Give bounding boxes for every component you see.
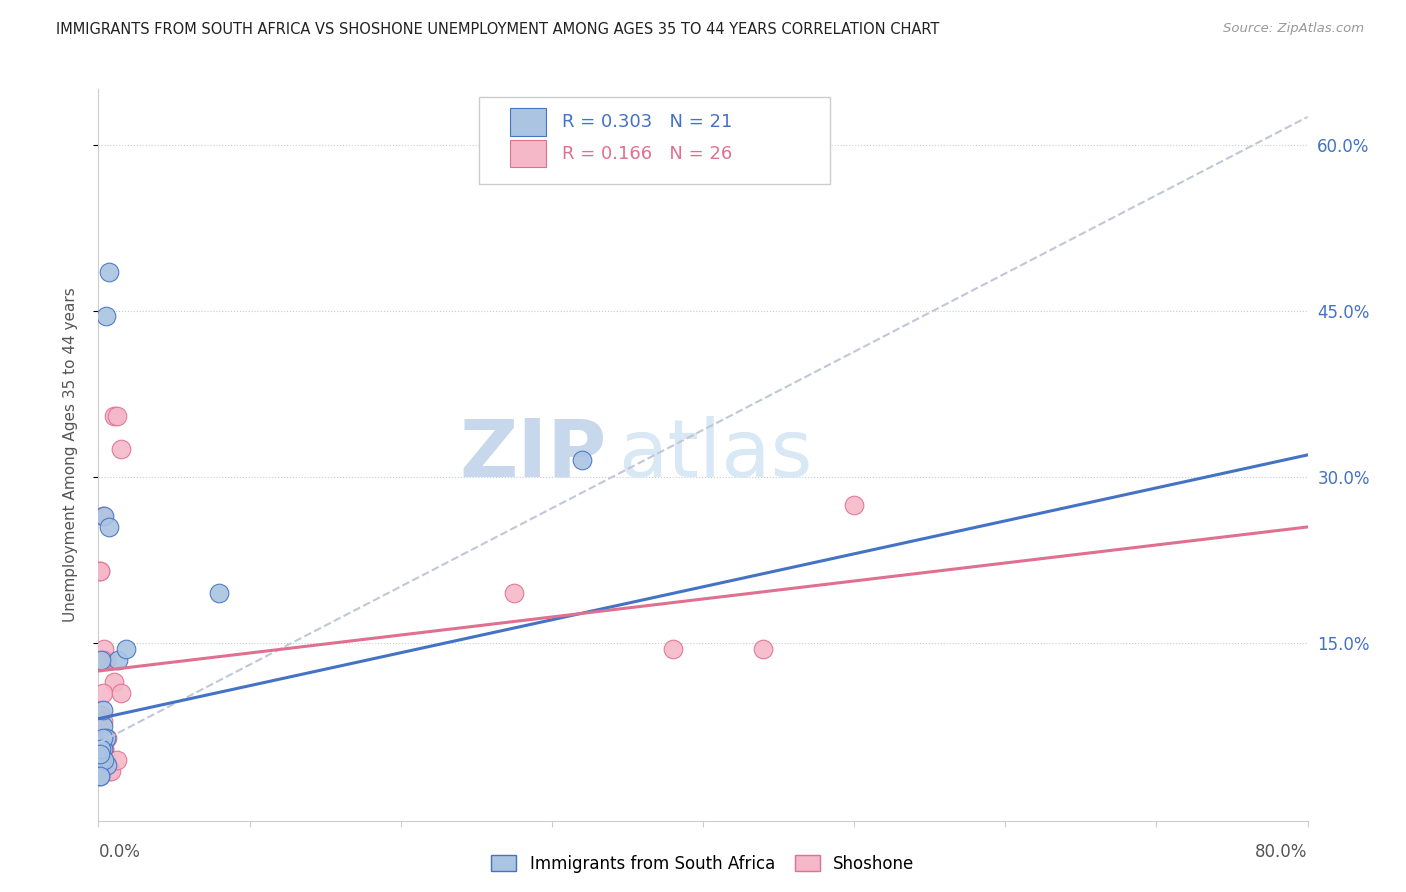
Point (752, 641, 775, 656)
Point (89, 769, 111, 783)
Point (90, 741, 112, 756)
Point (91, 741, 114, 756)
Point (91, 741, 114, 756)
Point (89, 753, 111, 767)
Point (96, 758, 118, 772)
Point (90, 736, 112, 750)
Point (91, 686, 114, 700)
Point (110, 442, 132, 457)
Point (90, 753, 112, 767)
Point (114, 641, 136, 656)
Point (110, 686, 132, 700)
Point (94, 753, 117, 767)
Text: atlas: atlas (619, 416, 813, 494)
Point (98, 265, 121, 279)
Point (94, 310, 117, 324)
Point (98, 764, 121, 778)
Point (103, 675, 125, 690)
Point (662, 641, 685, 656)
Point (93, 741, 115, 756)
Point (91, 653, 114, 667)
Point (93, 641, 115, 656)
Point (91, 719, 114, 733)
Point (89, 769, 111, 783)
Point (844, 498, 866, 512)
Point (93, 508, 115, 523)
Point (90, 753, 112, 767)
Point (89, 753, 111, 767)
Point (94, 731, 117, 745)
Y-axis label: Unemployment Among Ages 35 to 44 years: Unemployment Among Ages 35 to 44 years (63, 287, 77, 623)
Point (90, 653, 112, 667)
Point (105, 409, 128, 424)
Point (103, 409, 125, 424)
Text: 80.0%: 80.0% (1256, 843, 1308, 861)
Point (208, 586, 231, 600)
Text: R = 0.303   N = 21: R = 0.303 N = 21 (561, 113, 733, 131)
Point (89, 564, 111, 578)
Point (91, 714, 114, 728)
Point (94, 653, 117, 667)
Text: R = 0.166   N = 26: R = 0.166 N = 26 (561, 145, 731, 162)
Point (105, 753, 128, 767)
Point (107, 653, 129, 667)
Point (90, 764, 112, 778)
Text: 0.0%: 0.0% (98, 843, 141, 861)
FancyBboxPatch shape (509, 140, 546, 168)
Point (93, 753, 115, 767)
Text: ZIP: ZIP (458, 416, 606, 494)
Point (90, 708, 112, 723)
Legend: Immigrants from South Africa, Shoshone: Immigrants from South Africa, Shoshone (485, 848, 921, 880)
Point (571, 453, 593, 467)
Point (89, 741, 111, 756)
Point (89, 747, 111, 761)
FancyBboxPatch shape (479, 96, 830, 185)
FancyBboxPatch shape (509, 108, 546, 136)
Point (98, 520, 121, 534)
Point (89, 564, 111, 578)
Point (503, 586, 526, 600)
Text: Source: ZipAtlas.com: Source: ZipAtlas.com (1223, 22, 1364, 36)
Point (91, 731, 114, 745)
Point (100, 764, 122, 778)
Text: IMMIGRANTS FROM SOUTH AFRICA VS SHOSHONE UNEMPLOYMENT AMONG AGES 35 TO 44 YEARS : IMMIGRANTS FROM SOUTH AFRICA VS SHOSHONE… (56, 22, 939, 37)
Point (91, 703, 114, 717)
Point (91, 508, 114, 523)
Point (96, 731, 118, 745)
Point (93, 741, 115, 756)
